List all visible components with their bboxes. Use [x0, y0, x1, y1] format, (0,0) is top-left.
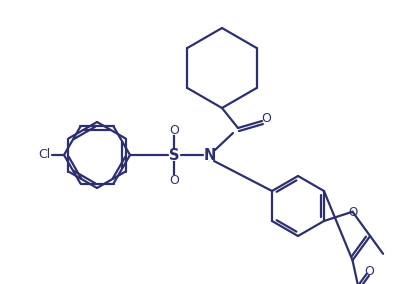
- Text: O: O: [348, 206, 357, 219]
- Text: Cl: Cl: [38, 149, 50, 162]
- Text: O: O: [365, 265, 374, 278]
- Text: O: O: [169, 124, 179, 137]
- Text: N: N: [204, 147, 216, 162]
- Text: O: O: [169, 174, 179, 187]
- Text: O: O: [261, 112, 271, 124]
- Text: S: S: [169, 147, 179, 162]
